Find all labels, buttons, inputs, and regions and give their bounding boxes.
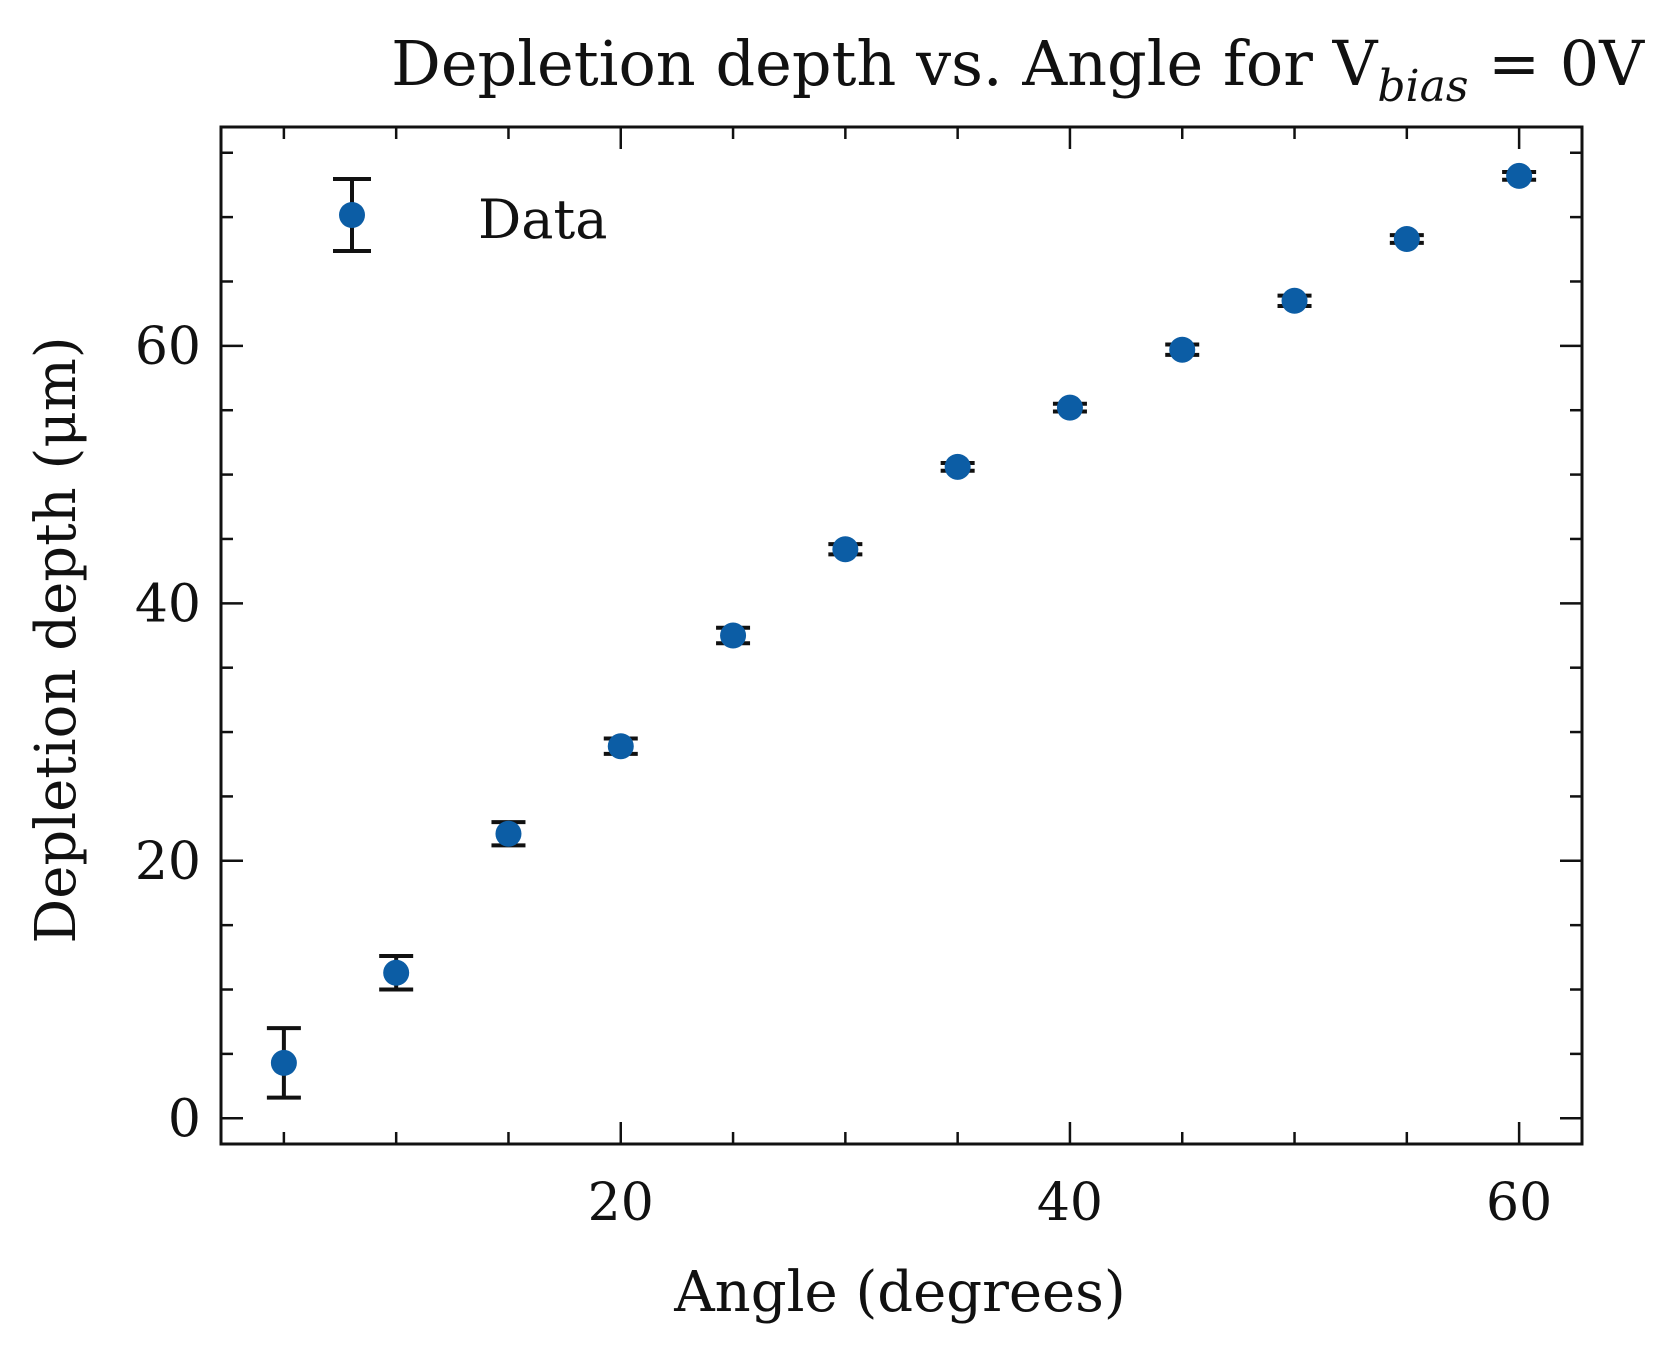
x-tick-label: 60 xyxy=(1486,1173,1552,1233)
x-tick-label: 40 xyxy=(1037,1173,1103,1233)
y-tick-label: 40 xyxy=(135,574,201,634)
chart-title: Depletion depth vs. Angle for Vbias = 0V xyxy=(391,27,1645,112)
data-marker xyxy=(944,453,971,480)
data-points-layer xyxy=(266,162,1537,1100)
data-point xyxy=(828,536,863,563)
data-point xyxy=(1165,336,1200,363)
data-point xyxy=(266,1026,301,1100)
data-marker xyxy=(1506,162,1533,189)
data-marker xyxy=(720,622,747,649)
y-tick-label: 60 xyxy=(135,317,201,377)
data-marker xyxy=(607,733,634,760)
legend-marker xyxy=(339,202,365,228)
data-point xyxy=(940,453,975,480)
data-point xyxy=(1502,162,1537,189)
data-point xyxy=(1277,287,1312,314)
x-tick-label: 20 xyxy=(588,1173,654,1233)
data-marker xyxy=(383,959,410,986)
data-marker xyxy=(1169,336,1196,363)
data-marker xyxy=(270,1049,297,1076)
data-point xyxy=(1389,225,1424,252)
legend: Data xyxy=(333,177,607,253)
data-point xyxy=(491,820,526,848)
legend-label: Data xyxy=(478,188,607,251)
y-tick-label: 20 xyxy=(135,832,201,892)
data-point xyxy=(716,622,751,649)
data-point xyxy=(379,954,414,992)
data-marker xyxy=(1056,394,1083,421)
plot-border xyxy=(219,125,1584,1146)
data-marker xyxy=(1393,225,1420,252)
plot-frame xyxy=(219,125,1584,1146)
data-marker xyxy=(495,820,522,847)
y-axis-label: Depletion depth (μm) xyxy=(24,336,89,943)
data-point xyxy=(1052,394,1087,421)
x-axis-ticks: 20 40 60 xyxy=(282,127,1552,1233)
data-marker xyxy=(832,536,859,563)
data-marker xyxy=(1281,287,1308,314)
x-axis-label: Angle (degrees) xyxy=(673,1260,1126,1325)
y-tick-label: 0 xyxy=(168,1089,201,1149)
data-point xyxy=(603,733,638,760)
y-axis-ticks: 0 20 40 60 xyxy=(135,151,1582,1149)
